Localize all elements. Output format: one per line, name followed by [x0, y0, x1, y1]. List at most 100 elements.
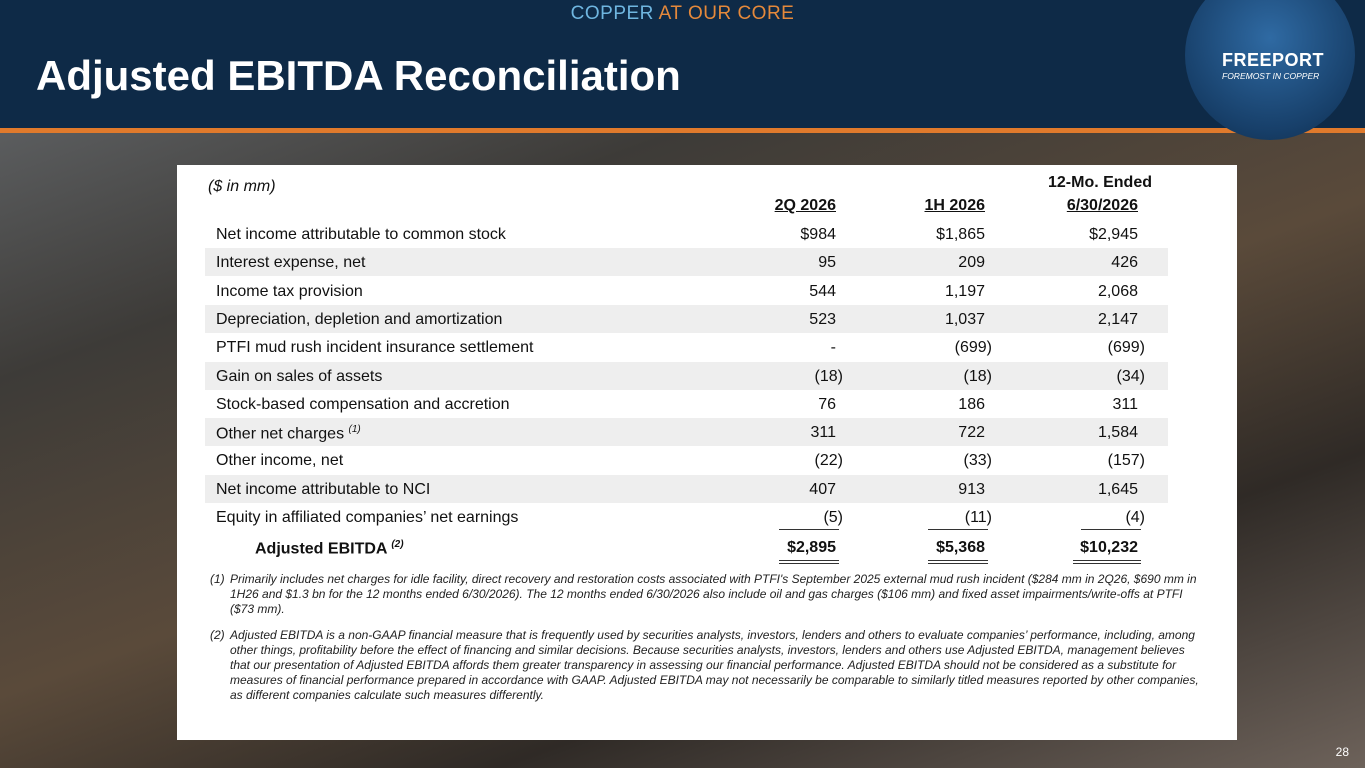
row-label-text: Other income, net	[216, 452, 344, 470]
table-row: Gain on sales of assets (18) (18) (34)	[205, 361, 1168, 390]
cell-value: 311	[1112, 395, 1138, 413]
subtotal-rule	[928, 529, 988, 531]
cell-value: 1,584	[1097, 424, 1138, 442]
footnote: (1) Primarily includes net charges for id…	[210, 572, 1200, 617]
tagline-part: AT OUR CORE	[658, 3, 795, 24]
cell-value: (18)	[814, 367, 843, 385]
row-label: Income tax provision	[216, 283, 363, 301]
cell-value: (34)	[1116, 367, 1145, 385]
cell-value: $984	[800, 226, 836, 243]
cell-value: $10,232	[1080, 539, 1138, 557]
table-row: Other income, net (22) (33) (157)	[205, 446, 1168, 474]
row-label-text: Adjusted EBITDA	[255, 540, 387, 558]
tagline: COPPER AT OUR CORE	[0, 3, 1365, 25]
total-rule	[779, 560, 839, 565]
row-label: PTFI mud rush incident insurance settlem…	[216, 339, 533, 357]
row-label: Adjusted EBITDA (2)	[255, 539, 404, 558]
total-rule	[928, 560, 988, 565]
header-rule	[0, 128, 1365, 133]
column-header: 2Q 2026	[774, 197, 836, 214]
table-row: Interest expense, net 95 209 426	[205, 248, 1168, 277]
table-row: Other net charges (1) 311 722 1,584	[205, 418, 1168, 447]
cell-value: 426	[1111, 254, 1138, 272]
cell-value: (699)	[1107, 339, 1145, 357]
total-rule	[1073, 560, 1141, 565]
total-row: Adjusted EBITDA (2) $2,895 $5,368 $10,232	[205, 533, 1168, 561]
cell-value: (5)	[823, 509, 843, 526]
table-row: Depreciation, depletion and amortization…	[205, 304, 1168, 333]
row-label-text: Interest expense, net	[216, 254, 366, 272]
footnote-ref: (1)	[348, 424, 361, 436]
cell-value: -	[830, 339, 836, 357]
row-label: Depreciation, depletion and amortization	[216, 311, 502, 329]
cell-value: $1,865	[936, 226, 985, 243]
row-label-text: Net income attributable to NCI	[216, 480, 431, 498]
cell-value: (11)	[964, 509, 992, 526]
column-header: 1H 2026	[924, 197, 986, 214]
cell-value: (699)	[954, 339, 992, 357]
cell-value: 407	[809, 480, 836, 498]
cell-value: 95	[818, 254, 836, 272]
row-label: Gain on sales of assets	[216, 368, 382, 386]
cell-value: 209	[958, 254, 985, 272]
page-number: 28	[1335, 745, 1349, 759]
logo-motto: FOREMOST IN COPPER	[1222, 71, 1320, 81]
cell-value: 311	[810, 424, 836, 442]
logo-name: FREEPORT	[1222, 50, 1325, 70]
cell-value: 76	[818, 395, 836, 413]
tagline-part: COPPER	[570, 3, 654, 24]
subtotal-rule	[1081, 529, 1141, 531]
cell-value: $5,368	[936, 539, 985, 557]
row-label-text: PTFI mud rush incident insurance settlem…	[216, 339, 534, 357]
row-label-text: Income tax provision	[216, 282, 363, 300]
header-bar	[0, 0, 1365, 128]
row-label: Net income attributable to common stock	[216, 226, 506, 244]
cell-value: (157)	[1107, 452, 1145, 470]
footnote-ref: (2)	[391, 539, 404, 551]
row-label: Net income attributable to NCI	[216, 481, 430, 499]
row-label: Interest expense, net	[216, 254, 365, 272]
unit-label: ($ in mm)	[208, 178, 276, 195]
cell-value: 722	[958, 424, 985, 442]
footnote-marker: (2)	[210, 628, 225, 642]
cell-value: 523	[809, 310, 836, 328]
table-row: Stock-based compensation and accretion 76…	[205, 390, 1168, 418]
table-row: Income tax provision 544 1,197 2,068	[205, 277, 1168, 305]
column-header: 6/30/2026	[1066, 197, 1138, 214]
cell-value: 2,068	[1097, 282, 1138, 300]
footnote-text: Primarily includes net charges for idle …	[230, 572, 1197, 616]
cell-value: 1,645	[1097, 480, 1138, 498]
logo-badge	[1185, 0, 1355, 140]
row-label-text: Other net charges	[216, 425, 345, 443]
cell-value: $2,895	[787, 539, 836, 557]
row-label: Equity in affiliated companies’ net earn…	[216, 509, 518, 527]
footnote-text: Adjusted EBITDA is a non-GAAP financial …	[230, 628, 1199, 702]
row-label-text: Stock-based compensation and accretion	[216, 395, 510, 413]
slide-title: Adjusted EBITDA Reconciliation	[36, 52, 681, 99]
logo: FREEPORT FOREMOST IN COPPER	[1222, 50, 1332, 81]
row-label-text: Net income attributable to common stock	[216, 226, 506, 243]
row-label-text: Equity in affiliated companies’ net earn…	[216, 509, 519, 526]
footnote-marker: (1)	[210, 572, 225, 586]
cell-value: (22)	[814, 452, 843, 470]
footnote: (2) Adjusted EBITDA is a non-GAAP financi…	[210, 628, 1200, 703]
cell-value: (33)	[963, 452, 992, 470]
row-label: Stock-based compensation and accretion	[216, 396, 510, 414]
cell-value: 544	[809, 282, 836, 300]
row-label-text: Depreciation, depletion and amortization	[216, 310, 503, 328]
cell-value: 1,037	[944, 310, 985, 328]
table-row: Equity in affiliated companies’ net earn…	[205, 503, 1168, 531]
column-group: 12-Mo. Ended	[1047, 174, 1152, 191]
table-row: PTFI mud rush incident insurance settlem…	[205, 333, 1168, 361]
cell-value: 1,197	[944, 282, 985, 300]
table-row: Net income attributable to common stock $…	[205, 220, 1168, 248]
cell-value: $2,945	[1089, 226, 1138, 243]
subtotal-rule	[779, 529, 839, 531]
cell-value: 2,147	[1097, 310, 1138, 328]
cell-value: (18)	[963, 367, 992, 385]
cell-value: 913	[958, 480, 985, 498]
row-label: Other income, net	[216, 452, 343, 470]
row-label: Other net charges (1)	[216, 424, 361, 443]
row-label-text: Gain on sales of assets	[216, 367, 383, 385]
